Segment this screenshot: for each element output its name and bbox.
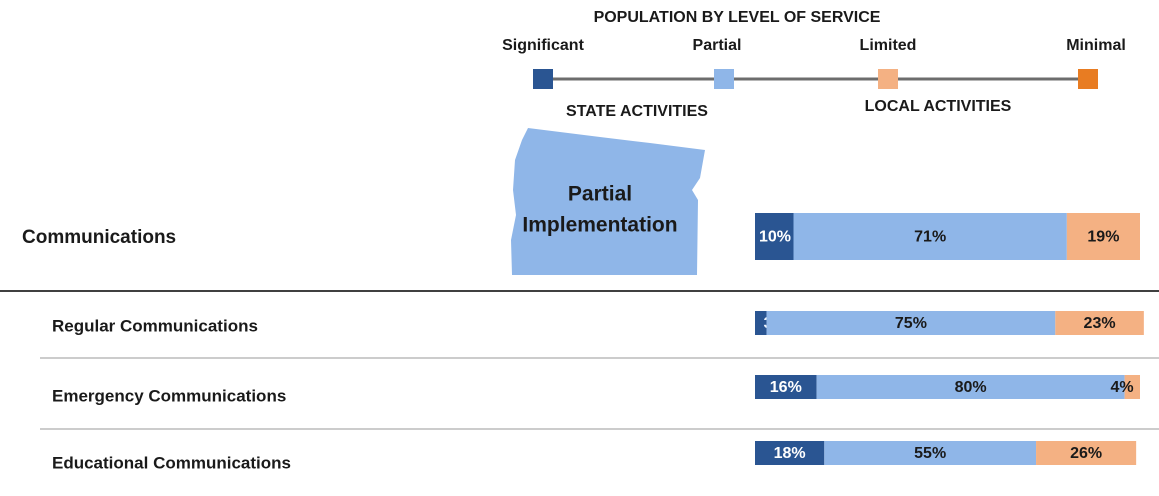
data-label: 19%: [1087, 229, 1119, 246]
bar-segment: [755, 213, 794, 260]
legend-swatch: [533, 69, 553, 89]
bar-segment: [1124, 375, 1140, 399]
bar-segment: [766, 311, 1056, 335]
data-label: 4%: [1110, 379, 1133, 396]
bar-segment: [755, 311, 767, 335]
data-label: 26%: [1070, 445, 1102, 462]
legend-label: Limited: [860, 37, 917, 54]
legend-label: Minimal: [1066, 37, 1126, 54]
chart-title: POPULATION BY LEVEL OF SERVICE: [594, 9, 881, 26]
data-label: 80%: [955, 379, 987, 396]
bar-segment: [816, 375, 1125, 399]
bar-segment: [1055, 311, 1144, 335]
data-label: 16%: [770, 379, 802, 396]
data-label: 75%: [895, 315, 927, 332]
oregon-shape: [511, 128, 705, 275]
category-label: Emergency Communications: [52, 386, 286, 405]
bar-segment: [755, 441, 825, 465]
data-label: 10%: [759, 229, 791, 246]
category-label: Educational Communications: [52, 453, 291, 472]
bar-segment: [1036, 441, 1137, 465]
legend-swatch: [1078, 69, 1098, 89]
legend-swatch: [714, 69, 734, 89]
legend-swatch: [878, 69, 898, 89]
annotation: Implementation: [522, 214, 677, 237]
data-label: 55%: [914, 445, 946, 462]
legend-label: Significant: [502, 37, 584, 54]
bar-segment: [824, 441, 1037, 465]
annotation: Partial: [568, 183, 632, 206]
legend-label: Partial: [693, 37, 742, 54]
bar-segment: [755, 375, 817, 399]
category-label: Communications: [22, 227, 176, 248]
category-label: Regular Communications: [52, 316, 258, 335]
section-label: STATE ACTIVITIES: [566, 103, 708, 120]
bar-segment: [1066, 213, 1140, 260]
data-label: 71%: [914, 229, 946, 246]
bar-segment: [793, 213, 1067, 260]
data-label: 23%: [1084, 315, 1116, 332]
section-label: LOCAL ACTIVITIES: [865, 98, 1012, 115]
data-label: 18%: [774, 445, 806, 462]
